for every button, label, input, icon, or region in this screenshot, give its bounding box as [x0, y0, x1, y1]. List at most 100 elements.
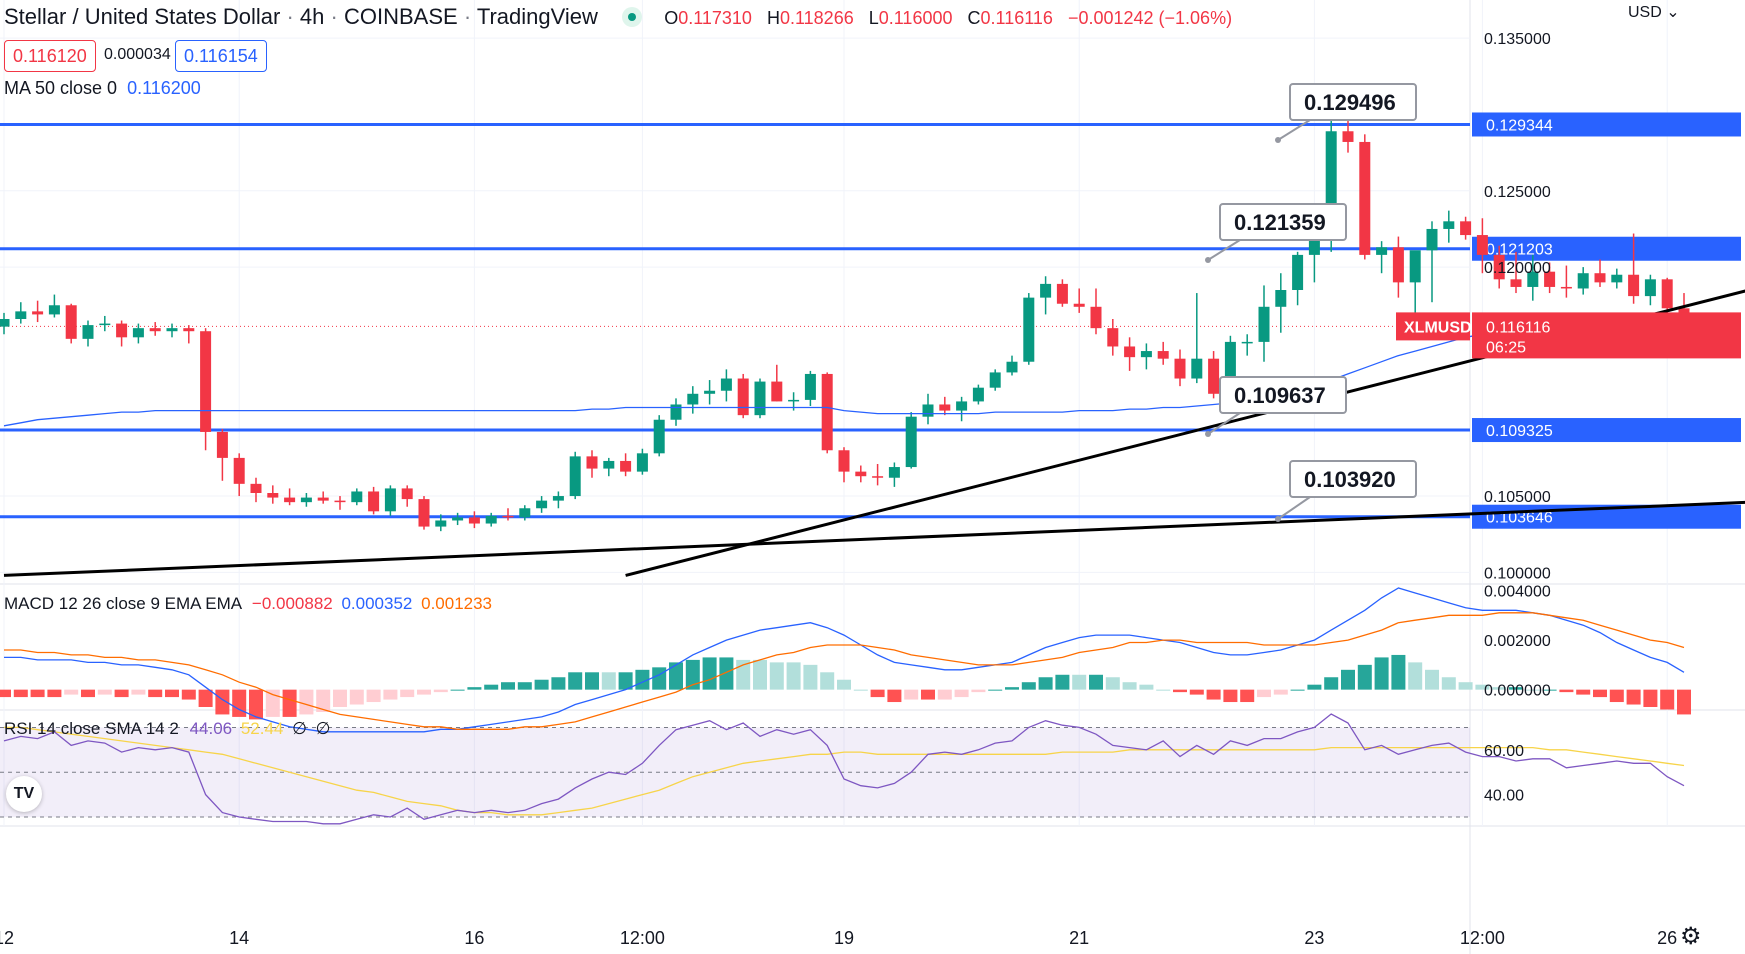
macd-histogram-bar: [1005, 687, 1019, 690]
candle-body: [1443, 221, 1455, 229]
candle-body: [552, 496, 564, 501]
candle-body: [1510, 279, 1522, 287]
macd-histogram-bar: [685, 659, 700, 690]
macd-histogram-bar: [753, 659, 767, 690]
macd-histogram-bar: [1391, 654, 1406, 690]
macd-tick-label: 0.004000: [1484, 583, 1551, 600]
macd-histogram-bar: [921, 689, 935, 700]
macd-histogram-bar: [1038, 677, 1053, 690]
symbol-name[interactable]: Stellar / United States Dollar: [4, 4, 281, 29]
symbol-header[interactable]: Stellar / United States Dollar · 4h · CO…: [4, 4, 1242, 30]
candle-body: [99, 323, 111, 326]
axis-background: [1470, 0, 1745, 954]
macd-histogram-bar: [1475, 684, 1490, 690]
gear-icon[interactable]: ⚙: [1680, 923, 1702, 950]
macd-tick-label: 0.002000: [1484, 633, 1551, 650]
macd-histogram-bar: [433, 689, 448, 693]
rsi-legend[interactable]: RSI 14 close SMA 14 2 44.06 52.44 ∅ ∅: [4, 719, 330, 739]
macd-histogram-bar: [249, 689, 263, 720]
candle-body: [1157, 351, 1169, 359]
macd-histogram-bar: [988, 689, 1003, 691]
spread-value: 0.000034: [104, 46, 171, 63]
candle-body: [384, 488, 396, 512]
macd-histogram-bar: [1122, 682, 1137, 690]
macd-histogram-bar: [1525, 689, 1540, 691]
trendline: [625, 289, 1745, 577]
macd-histogram-bar: [904, 689, 919, 700]
candle-body: [149, 328, 161, 332]
rsi-label: RSI 14 close SMA 14 2: [4, 719, 179, 738]
candle-body: [468, 517, 480, 524]
time-tick-label: 12:00: [1460, 928, 1505, 948]
callout-text: 0.103920: [1304, 467, 1396, 492]
candle-body: [1594, 273, 1606, 283]
macd-signal-value: 0.001233: [421, 594, 493, 613]
price-change: −0.001242 (−1.06%): [1067, 8, 1233, 28]
interval[interactable]: 4h: [299, 4, 325, 29]
candle-body: [519, 508, 531, 518]
macd-histogram-bar: [316, 689, 331, 712]
chevron-down-icon: ⌄: [1666, 4, 1680, 21]
time-tick-label: 19: [834, 928, 854, 948]
candle-body: [1174, 358, 1186, 379]
macd-histogram-bar: [585, 672, 599, 690]
macd-histogram-bar: [265, 689, 280, 717]
currency-dropdown[interactable]: USD ⌄: [1628, 2, 1680, 22]
macd-histogram-bar: [1021, 682, 1036, 690]
macd-histogram-bar: [1576, 689, 1591, 695]
ma-label: MA 50 close 0: [4, 78, 118, 98]
macd-histogram-bar: [0, 689, 11, 698]
candle-body: [32, 311, 44, 315]
macd-histogram-bar: [1173, 689, 1187, 693]
candle-body: [956, 401, 968, 411]
macd-histogram-bar: [148, 689, 163, 698]
macd-histogram-bar: [81, 689, 95, 698]
candle-body: [1107, 328, 1119, 347]
candle-body: [1460, 221, 1472, 236]
candle-body: [569, 456, 581, 497]
candle-body: [939, 404, 951, 411]
macd-histogram-bar: [484, 684, 499, 690]
candle-body: [502, 515, 514, 518]
price-tick-label: 0.135000: [1484, 31, 1551, 48]
candle-body: [704, 390, 716, 394]
macd-histogram-bar: [1290, 689, 1305, 691]
macd-histogram-bar: [702, 657, 717, 690]
callout-text: 0.129496: [1304, 90, 1396, 115]
macd-histogram-bar: [769, 662, 784, 690]
candle-body: [452, 517, 464, 521]
price-tick-label: 0.100000: [1484, 565, 1551, 582]
trendlines[interactable]: [3, 179, 1745, 577]
macd-histogram-bar: [1542, 689, 1557, 691]
price-axis[interactable]: 0.135000 0.125000 0.120000 0.105000 0.100000…: [1396, 31, 1741, 805]
macd-histogram-bar: [1206, 689, 1221, 700]
level-price-label: 0.121203: [1486, 242, 1553, 259]
candle-body: [821, 373, 833, 451]
macd-histogram-bar: [1189, 689, 1204, 695]
macd-histogram-bar: [450, 689, 465, 691]
sell-button[interactable]: 0.116120: [4, 40, 96, 72]
macd-histogram-bar: [1089, 674, 1103, 690]
candle-body: [1258, 306, 1270, 342]
callout-box: [1289, 83, 1417, 121]
macd-histogram-bar: [517, 682, 532, 690]
macd-histogram-bar: [669, 662, 683, 690]
macd-histogram-bar: [870, 689, 885, 698]
candle-body: [116, 323, 128, 338]
candle-body: [65, 305, 77, 339]
macd-legend[interactable]: MACD 12 26 close 9 EMA EMA −0.000882 0.0…: [4, 594, 492, 614]
macd-histogram-bar: [853, 689, 868, 691]
price-callouts[interactable]: 0.129496 0.121359 0.109637 0.103920: [1205, 83, 1417, 522]
macd-histogram-bar: [349, 689, 364, 705]
macd-histogram-bar: [1559, 689, 1574, 693]
market-open-icon[interactable]: [622, 7, 643, 27]
tradingview-logo-icon[interactable]: TV: [6, 776, 42, 812]
price-tick-label: 0.125000: [1484, 184, 1551, 201]
rsi-value: 44.06: [189, 719, 233, 738]
buy-button[interactable]: 0.116154: [175, 40, 267, 72]
candle-body: [1191, 358, 1203, 379]
ma-legend[interactable]: MA 50 close 0 0.116200: [4, 78, 201, 99]
